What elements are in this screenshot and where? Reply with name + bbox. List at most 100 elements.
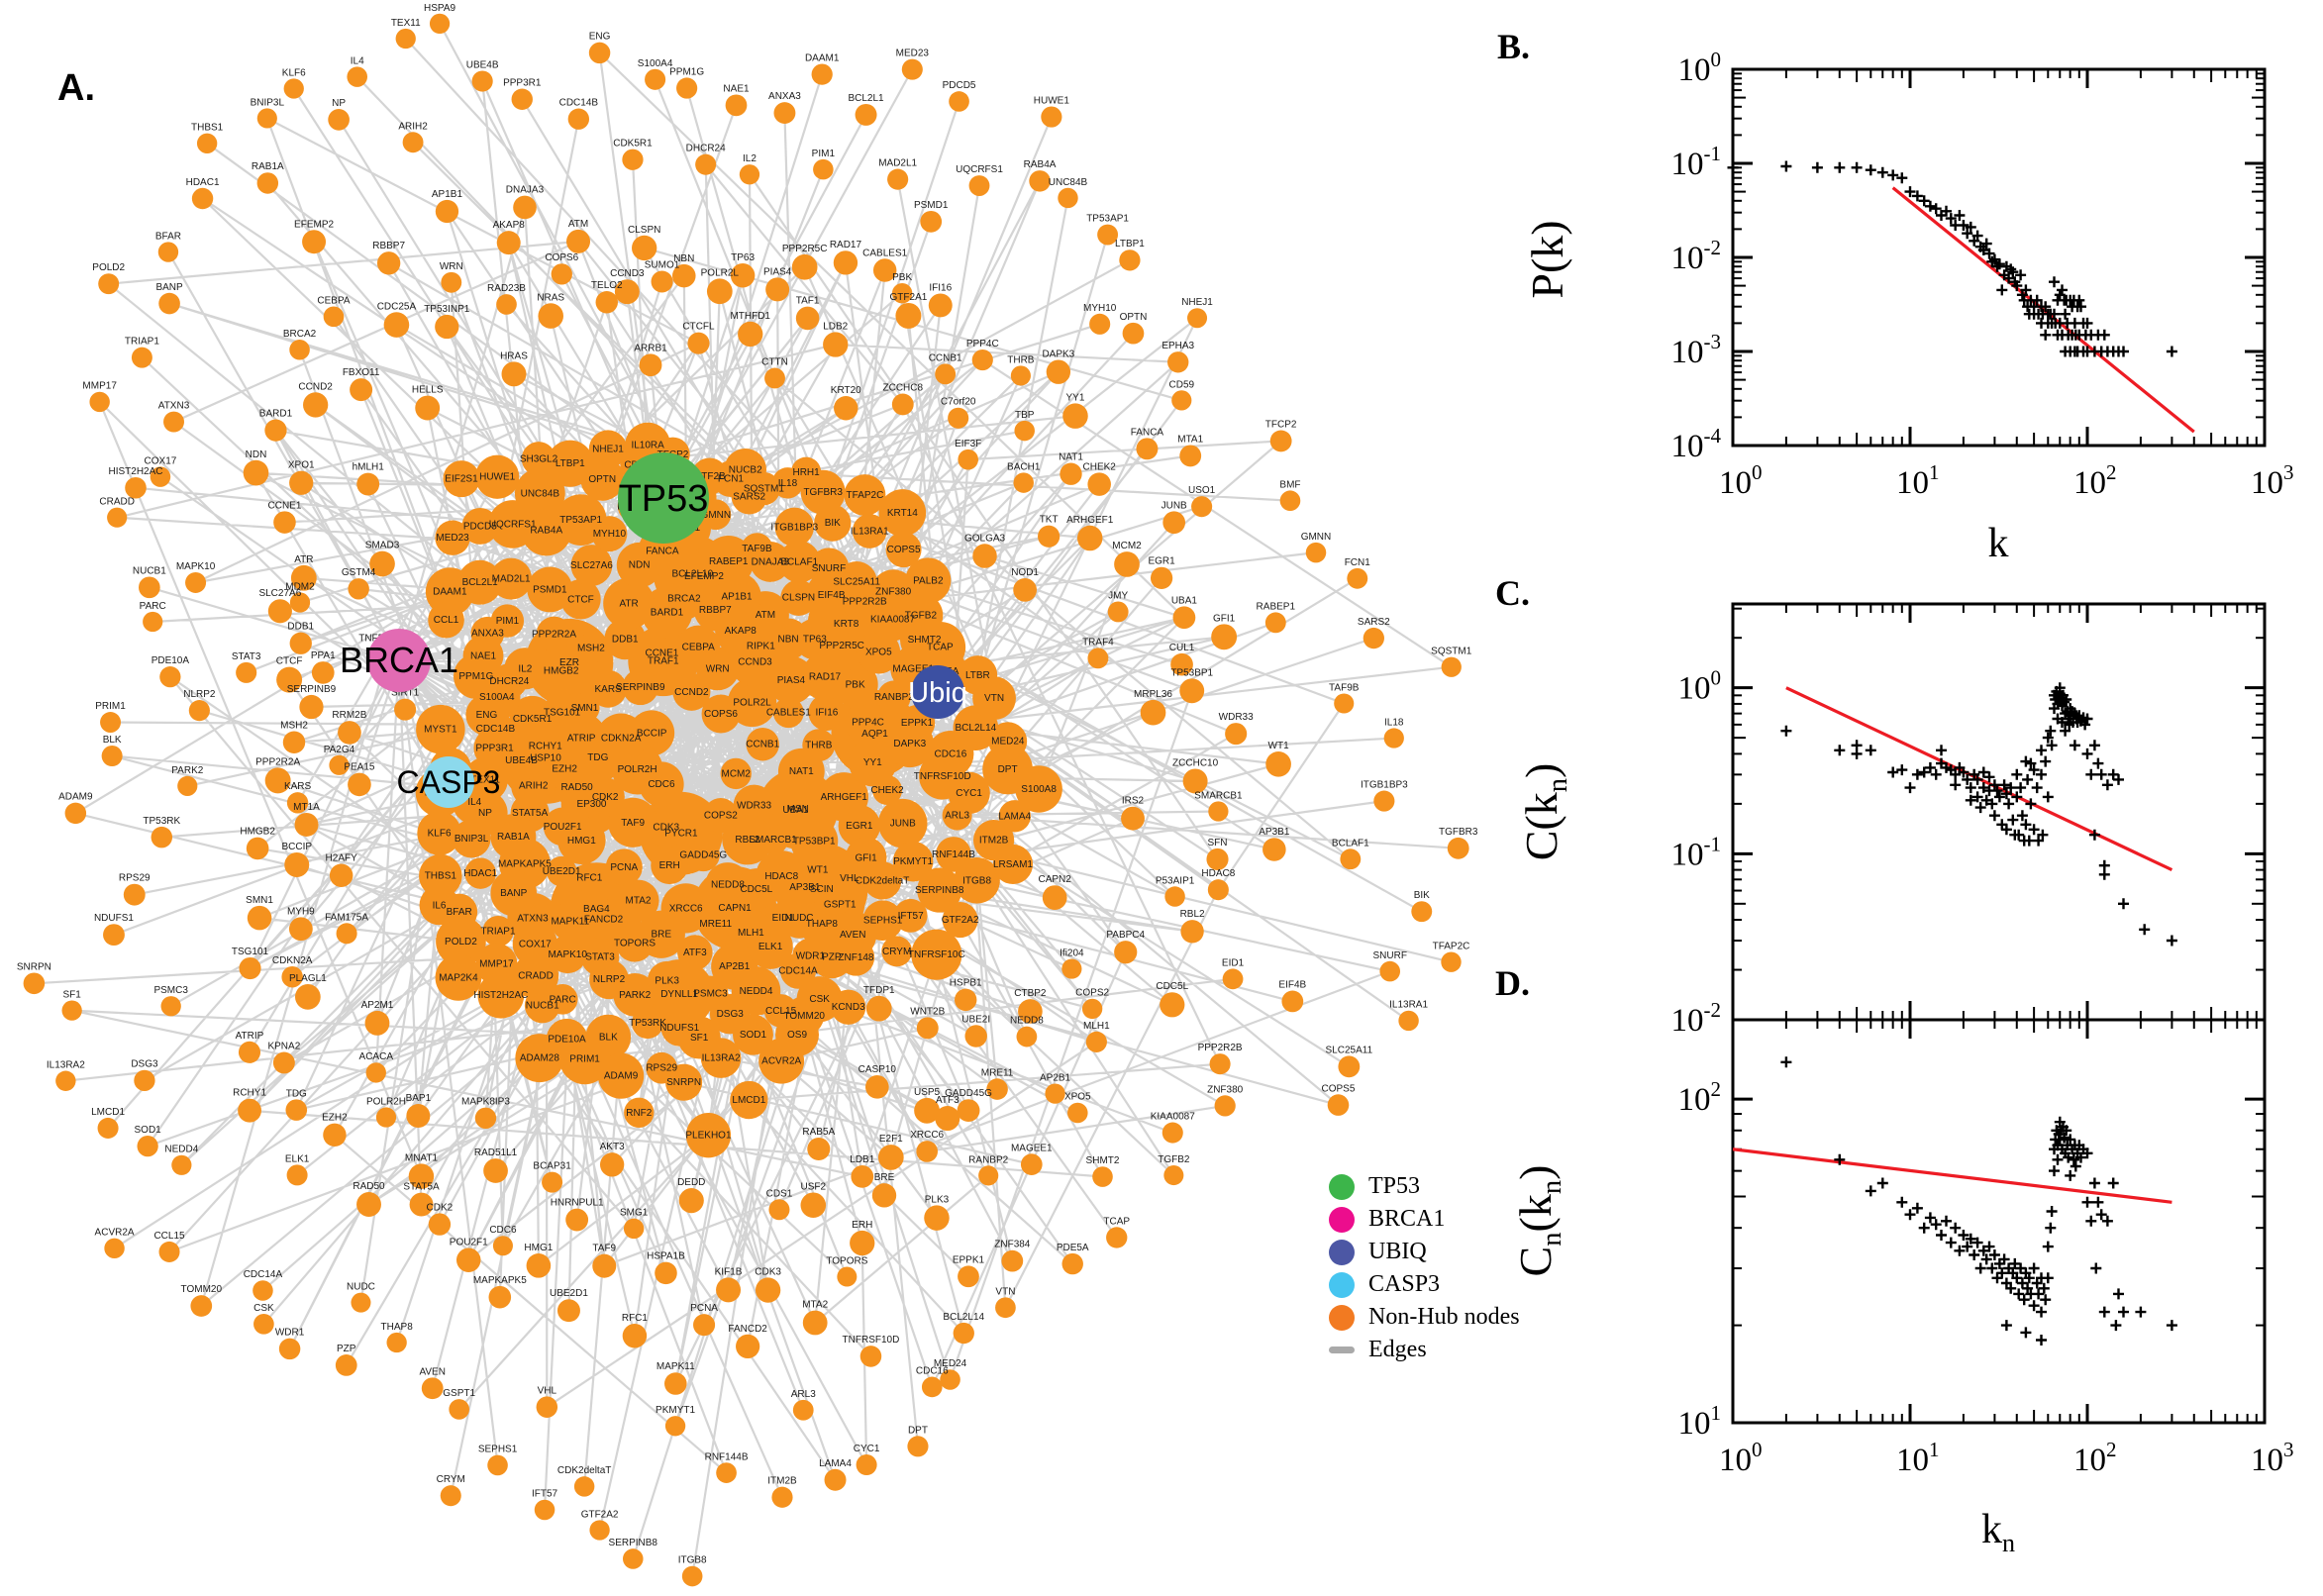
hub-node-casp3 bbox=[423, 756, 474, 808]
svg-text:TNFRSF10D: TNFRSF10D bbox=[843, 1335, 900, 1346]
non-hub-node bbox=[795, 306, 820, 331]
svg-text:SERPINB9: SERPINB9 bbox=[616, 682, 665, 693]
svg-text:LDB1: LDB1 bbox=[850, 1154, 874, 1165]
non-hub-node bbox=[1015, 765, 1062, 813]
non-hub-node bbox=[565, 1208, 589, 1232]
svg-text:STAT3: STAT3 bbox=[585, 952, 615, 963]
svg-text:PPM1G: PPM1G bbox=[669, 66, 704, 77]
svg-text:FAM175A: FAM175A bbox=[325, 912, 368, 923]
non-hub-node bbox=[739, 164, 760, 185]
non-hub-node bbox=[1114, 941, 1138, 964]
svg-text:TOPORS: TOPORS bbox=[826, 1256, 867, 1267]
svg-text:RNF2: RNF2 bbox=[626, 1108, 653, 1119]
non-hub-node bbox=[1010, 365, 1031, 386]
non-hub-node bbox=[1150, 566, 1173, 589]
svg-text:PPP3R1: PPP3R1 bbox=[475, 744, 514, 754]
non-hub-node bbox=[1383, 728, 1404, 748]
non-hub-node bbox=[284, 851, 310, 877]
non-hub-node bbox=[282, 731, 306, 754]
svg-text:PSMC3: PSMC3 bbox=[693, 988, 728, 999]
non-hub-node bbox=[137, 1135, 158, 1157]
svg-text:PDE5A: PDE5A bbox=[1057, 1243, 1089, 1253]
svg-text:COPS5: COPS5 bbox=[1322, 1083, 1356, 1094]
svg-text:PDE10A: PDE10A bbox=[152, 655, 190, 666]
svg-text:SEPHS1: SEPHS1 bbox=[478, 1445, 518, 1455]
svg-text:MTA2: MTA2 bbox=[802, 1300, 828, 1311]
svg-text:RPS29: RPS29 bbox=[646, 1063, 677, 1074]
svg-text:RABEP1: RABEP1 bbox=[709, 556, 749, 567]
non-hub-node bbox=[474, 1107, 497, 1130]
svg-text:GOLGA3: GOLGA3 bbox=[964, 533, 1006, 544]
non-hub-node bbox=[351, 1292, 371, 1313]
svg-text:CTCFL: CTCFL bbox=[682, 322, 715, 333]
svg-text:XPO5: XPO5 bbox=[865, 648, 892, 658]
non-hub-node bbox=[878, 798, 928, 848]
svg-text:PPP2R2A: PPP2R2A bbox=[255, 756, 300, 767]
non-hub-node bbox=[61, 1000, 82, 1021]
svg-text:FANCA: FANCA bbox=[1131, 427, 1164, 438]
non-hub-node bbox=[1209, 1053, 1231, 1075]
non-hub-node bbox=[338, 721, 361, 745]
svg-text:DAAM1: DAAM1 bbox=[805, 52, 840, 63]
svg-text:ATXN3: ATXN3 bbox=[517, 914, 549, 925]
non-hub-node bbox=[998, 800, 1031, 833]
non-hub-node bbox=[303, 392, 329, 418]
scatter-points bbox=[1780, 682, 2177, 947]
svg-text:UBE2D1: UBE2D1 bbox=[550, 1288, 588, 1299]
non-hub-node bbox=[488, 1285, 512, 1309]
svg-text:ERH: ERH bbox=[852, 1220, 872, 1231]
svg-text:LMCD1: LMCD1 bbox=[732, 1095, 765, 1106]
svg-text:FANCD2: FANCD2 bbox=[728, 1324, 767, 1335]
non-hub-node bbox=[575, 633, 607, 664]
non-hub-node bbox=[949, 91, 969, 112]
non-hub-node bbox=[664, 1416, 686, 1437]
svg-text:POU2F1: POU2F1 bbox=[544, 822, 582, 833]
svg-text:RNF144B: RNF144B bbox=[705, 1451, 749, 1462]
non-hub-node bbox=[289, 470, 314, 495]
svg-text:SF1: SF1 bbox=[690, 1033, 709, 1044]
non-hub-node bbox=[465, 693, 508, 736]
svg-text:NDN: NDN bbox=[246, 449, 267, 460]
svg-text:GADD45G: GADD45G bbox=[679, 850, 727, 861]
non-hub-node bbox=[256, 108, 277, 129]
svg-text:TP53AP1: TP53AP1 bbox=[1086, 214, 1129, 225]
svg-text:IL13RA1: IL13RA1 bbox=[851, 526, 889, 537]
svg-text:PPP2R2B: PPP2R2B bbox=[1198, 1043, 1243, 1053]
svg-text:PARC: PARC bbox=[550, 994, 576, 1005]
tick-label: 101 bbox=[1896, 460, 1940, 501]
svg-text:IFI16: IFI16 bbox=[816, 707, 839, 718]
svg-text:PKMYT1: PKMYT1 bbox=[893, 856, 933, 867]
svg-text:NUDC: NUDC bbox=[785, 913, 814, 924]
svg-text:NHEJ1: NHEJ1 bbox=[1181, 297, 1213, 308]
svg-text:PPP3R1: PPP3R1 bbox=[503, 78, 542, 89]
non-hub-node bbox=[676, 77, 698, 99]
svg-text:CRADD: CRADD bbox=[518, 971, 554, 982]
non-hub-node bbox=[107, 507, 128, 528]
non-hub-node bbox=[455, 1247, 481, 1272]
svg-text:NAT1: NAT1 bbox=[789, 766, 814, 777]
non-hub-node bbox=[748, 924, 793, 969]
svg-text:TAF9B: TAF9B bbox=[742, 544, 772, 554]
non-hub-node bbox=[323, 1123, 347, 1147]
svg-text:ELK1: ELK1 bbox=[285, 1153, 310, 1164]
tick-label: 102 bbox=[1678, 1077, 1722, 1118]
svg-text:CDC5L: CDC5L bbox=[1156, 981, 1188, 992]
svg-text:MRE11: MRE11 bbox=[981, 1067, 1014, 1078]
non-hub-node bbox=[796, 976, 843, 1023]
svg-text:BCL2L14: BCL2L14 bbox=[956, 723, 997, 734]
svg-text:RANBP2: RANBP2 bbox=[874, 692, 914, 703]
non-hub-node bbox=[461, 508, 499, 545]
svg-text:EIF4B: EIF4B bbox=[818, 590, 846, 601]
svg-text:SUMO1: SUMO1 bbox=[645, 259, 680, 270]
svg-text:NRAS: NRAS bbox=[537, 292, 564, 303]
svg-text:PARC: PARC bbox=[140, 601, 166, 612]
non-hub-node bbox=[921, 1376, 943, 1398]
non-hub-node bbox=[417, 811, 461, 855]
non-hub-node bbox=[171, 1154, 192, 1175]
svg-text:THBS1: THBS1 bbox=[425, 871, 457, 882]
svg-text:POU2F1: POU2F1 bbox=[450, 1237, 488, 1247]
svg-text:MCM2: MCM2 bbox=[1112, 541, 1142, 551]
non-hub-node bbox=[336, 923, 357, 945]
non-hub-node bbox=[329, 754, 350, 775]
svg-text:HSPA9: HSPA9 bbox=[424, 3, 455, 14]
